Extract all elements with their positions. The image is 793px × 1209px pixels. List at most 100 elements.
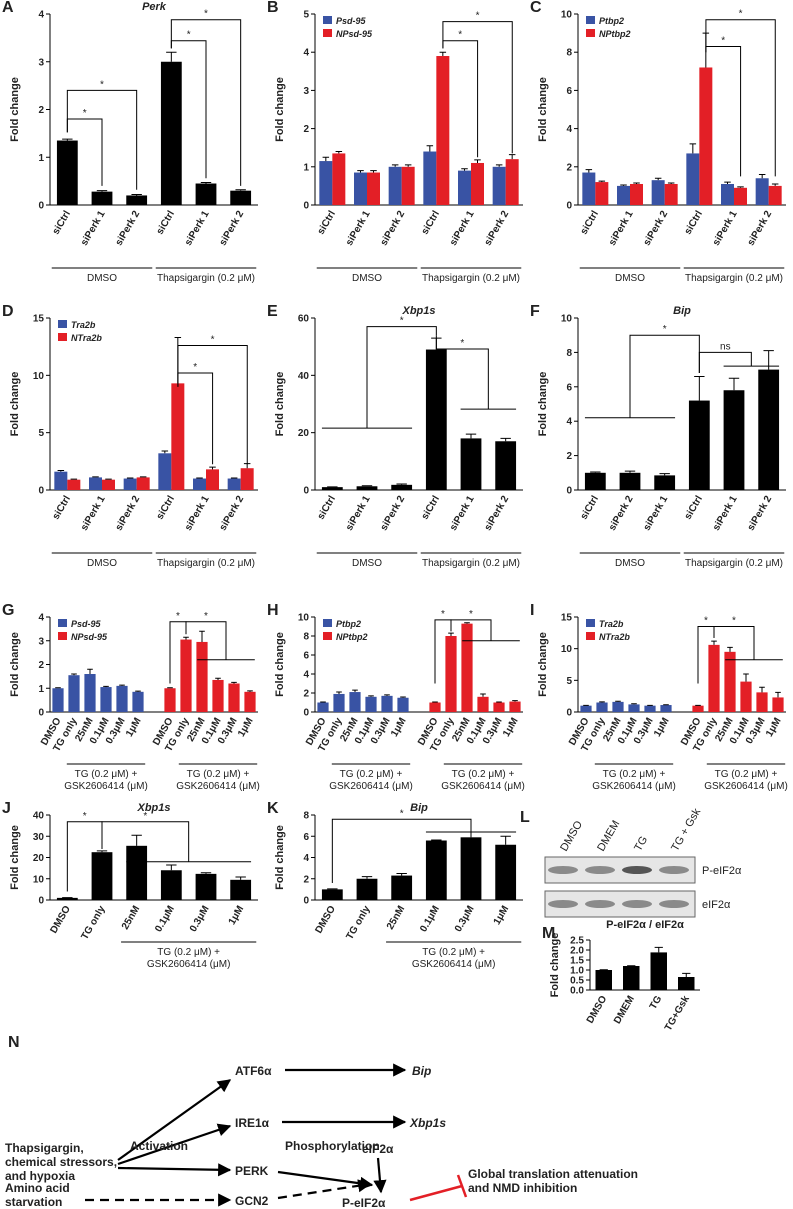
bar [612, 701, 624, 712]
y-axis-label: Fold change [549, 933, 561, 998]
x-tick-label: siPerk 1 [448, 209, 477, 248]
error-bar [361, 876, 373, 879]
y-tick-label: 20 [298, 428, 310, 439]
bar [664, 183, 678, 205]
error-bar [763, 350, 774, 370]
bar [126, 195, 148, 205]
y-tick-label: 4 [38, 10, 44, 21]
y-tick-label: 1 [303, 162, 309, 173]
error-bar [183, 636, 189, 640]
legend-swatch [323, 29, 332, 37]
bar [721, 183, 734, 205]
error-bar [728, 377, 740, 391]
y-axis-label: Fold change [537, 632, 549, 697]
y-tick-label: 6 [303, 651, 309, 662]
error-bar [368, 695, 374, 697]
significance-bracket [170, 19, 242, 186]
error-bar [336, 691, 342, 694]
panel-letter: J [2, 800, 11, 817]
pathway-diagram: N Thapsigargin, chemical stressors, and … [5, 1034, 638, 1209]
group-label: TG (0.2 μM) + [422, 947, 485, 958]
group-label: GSK2606414 (μM) [592, 781, 676, 792]
y-tick-label: 0.0 [570, 986, 584, 997]
panel-letter: H [267, 602, 279, 619]
error-bar [70, 478, 78, 480]
bar [52, 688, 64, 712]
significance-label: * [663, 324, 667, 335]
y-tick-label: 5 [38, 428, 44, 439]
y-tick-label: 0 [303, 708, 309, 719]
inhibition [409, 1184, 463, 1202]
x-tick-label: siCtrl [51, 494, 73, 522]
error-bar [654, 946, 663, 953]
bar [193, 478, 206, 490]
y-tick-label: 4 [566, 124, 572, 135]
x-tick-label: siPerk 1 [183, 494, 212, 533]
error-bar [105, 478, 112, 480]
x-tick-label: siPerk 2 [114, 494, 143, 533]
bar [617, 185, 630, 205]
x-tick-label: siPerk 1 [607, 209, 636, 248]
group-label: TG (0.2 μM) + [715, 769, 778, 780]
bar [644, 705, 656, 712]
bar [321, 487, 343, 490]
bar [244, 691, 256, 712]
bar [180, 639, 192, 712]
y-tick-label: 2 [38, 105, 44, 116]
significance-label: * [476, 11, 480, 22]
error-bar [500, 437, 511, 442]
group-label: Thapsigargin (0.2 μM) [422, 558, 520, 569]
error-bar [361, 485, 373, 487]
significance-label: * [400, 316, 404, 327]
significance-label: * [441, 609, 445, 620]
y-tick-label: 3 [38, 636, 44, 647]
group-label: TG (0.2 μM) + [452, 769, 515, 780]
bar [171, 383, 185, 490]
bar [195, 873, 217, 900]
bar [56, 897, 78, 900]
y-tick-label: 40 [33, 811, 45, 822]
error-bar [119, 684, 125, 686]
x-tick-label: siCtrl [683, 494, 705, 522]
bar [321, 889, 343, 900]
inhibition [456, 1174, 468, 1198]
x-tick-label: siPerk 2 [379, 494, 408, 533]
significance-label: * [100, 79, 104, 90]
bar [354, 172, 367, 205]
error-bar [235, 876, 246, 880]
x-tick-label: 1μM [501, 716, 521, 739]
x-tick-label: siPerk 1 [79, 494, 108, 533]
label: chemical stressors, [5, 1155, 117, 1169]
bar [768, 185, 782, 205]
significance-bracket [66, 89, 138, 190]
error-bar [448, 632, 454, 636]
legend-swatch [58, 632, 67, 640]
x-tick-label: siPerk 1 [642, 494, 671, 533]
x-tick-label: TG [648, 994, 665, 1012]
error-bar [633, 182, 640, 184]
significance-label: * [143, 811, 147, 822]
group-label: GSK2606414 (μM) [64, 781, 148, 792]
x-tick-label: siPerk 1 [344, 494, 373, 533]
significance-label: * [460, 338, 464, 349]
error-bar [235, 189, 246, 191]
x-tick-label: siPerk 1 [79, 209, 108, 248]
bar [445, 636, 457, 712]
significance-bracket [435, 335, 489, 410]
panel-letter: A [2, 0, 14, 16]
bar [230, 879, 252, 900]
y-tick-label: 2 [38, 660, 44, 671]
legend-swatch [586, 632, 595, 640]
legend-swatch [323, 619, 332, 627]
legend-label: Tra2b [599, 619, 624, 629]
bar [654, 475, 676, 490]
error-bar [771, 183, 779, 186]
significance-bracket [629, 334, 700, 418]
label: starvation [5, 1195, 62, 1209]
x-tick-label: 1μM [236, 716, 256, 739]
error-bar [92, 476, 99, 478]
bar [425, 840, 447, 900]
bar [136, 477, 150, 490]
error-bar [96, 190, 108, 192]
